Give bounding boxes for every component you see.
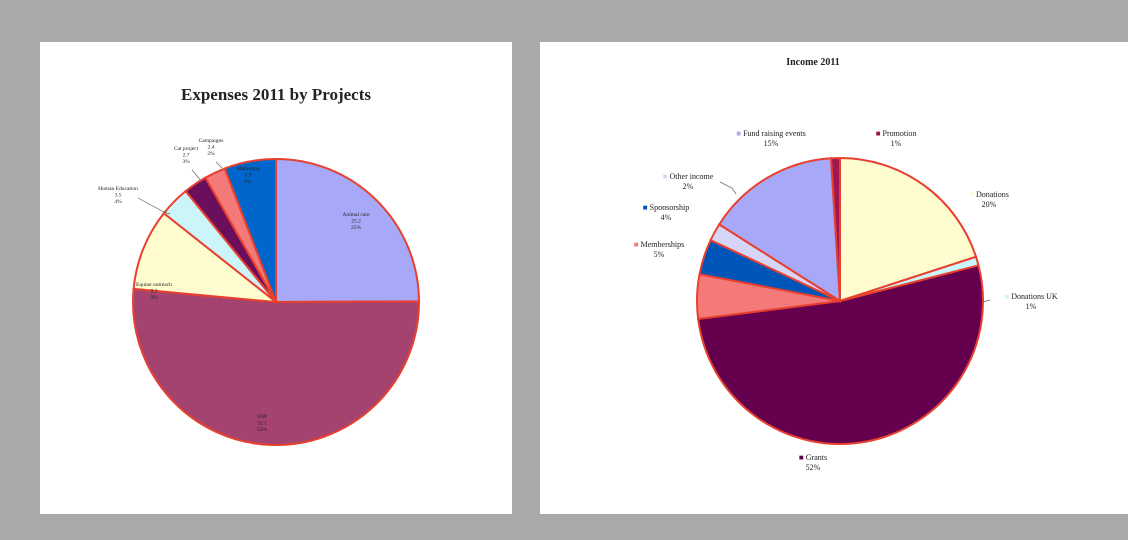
legend-key-sponsorship: ■ bbox=[643, 203, 650, 212]
slice-label-donations-uk: ■ Donations UK 1% bbox=[1004, 292, 1058, 311]
leader-line-human-education bbox=[137, 197, 171, 215]
legend-key-other-income: ■ bbox=[663, 172, 670, 181]
income-pie-chart: Income 2011 ■ Donations 20% ■ Donations UK… bbox=[634, 57, 1058, 472]
legend-key-fund-raising-events: ■ bbox=[736, 129, 743, 138]
expenses-pie-chart: Expenses 2011 by Projects Animal care 25.… bbox=[98, 85, 421, 446]
pie-slice-snp bbox=[132, 287, 420, 446]
slice-label-snp: SNP 52.1 52% bbox=[257, 414, 268, 433]
slice-label-human-education: Human Education 3.5 4% bbox=[98, 186, 138, 205]
legend-key-donations-uk: ■ bbox=[1004, 292, 1011, 301]
legend-key-promotion: ■ bbox=[876, 129, 883, 138]
slice-label-marketing: Marketing 5.9 6% bbox=[237, 166, 260, 185]
slice-label-equine-outreach: Equine outreach 9.3 9% bbox=[136, 282, 172, 301]
slice-label-other-income: ■ Other income 2% bbox=[663, 172, 714, 191]
pie-slice-fund-raising-events bbox=[717, 157, 842, 303]
leader-line-campaigns bbox=[215, 161, 223, 169]
leader-line-cat-project bbox=[191, 169, 203, 183]
leader-line-other-income bbox=[719, 181, 737, 195]
slice-label-animal-care: Animal care 25.2 25% bbox=[342, 212, 370, 231]
expenses-chart-title: Expenses 2011 by Projects bbox=[181, 85, 371, 104]
slice-label-promotion: ■ Promotion 1% bbox=[876, 129, 917, 148]
leader-line-donations-uk bbox=[982, 299, 991, 303]
legend-key-memberships: ■ bbox=[634, 240, 641, 249]
slice-label-donations: ■ Donations 20% bbox=[969, 190, 1009, 209]
pie-slice-animal-care bbox=[275, 157, 421, 304]
slice-label-cat-project: Cat project 2.7 3% bbox=[174, 146, 199, 165]
income-chart-title: Income 2011 bbox=[786, 57, 840, 68]
income-chart-panel: Income 2011 ■ Donations 20% ■ Donations UK… bbox=[540, 42, 1128, 514]
pie-slice-donations bbox=[839, 156, 978, 303]
expenses-chart-panel: Expenses 2011 by Projects Animal care 25.… bbox=[40, 42, 512, 514]
slice-label-fund-raising-events: ■ Fund raising events 15% bbox=[736, 129, 806, 148]
pie-slice-promotion bbox=[829, 156, 841, 302]
slice-label-campaigns: Campaigns 2.4 2% bbox=[199, 138, 224, 157]
slice-label-sponsorship: ■ Sponsorship 4% bbox=[643, 203, 689, 222]
slice-label-grants: ■ Grants 52% bbox=[799, 453, 827, 472]
legend-key-donations: ■ bbox=[969, 190, 976, 199]
legend-key-grants: ■ bbox=[799, 453, 806, 462]
pie-slice-marketing bbox=[223, 157, 277, 303]
slice-label-memberships: ■ Memberships 5% bbox=[634, 240, 684, 259]
pie-slice-equine-outreach bbox=[132, 211, 280, 304]
